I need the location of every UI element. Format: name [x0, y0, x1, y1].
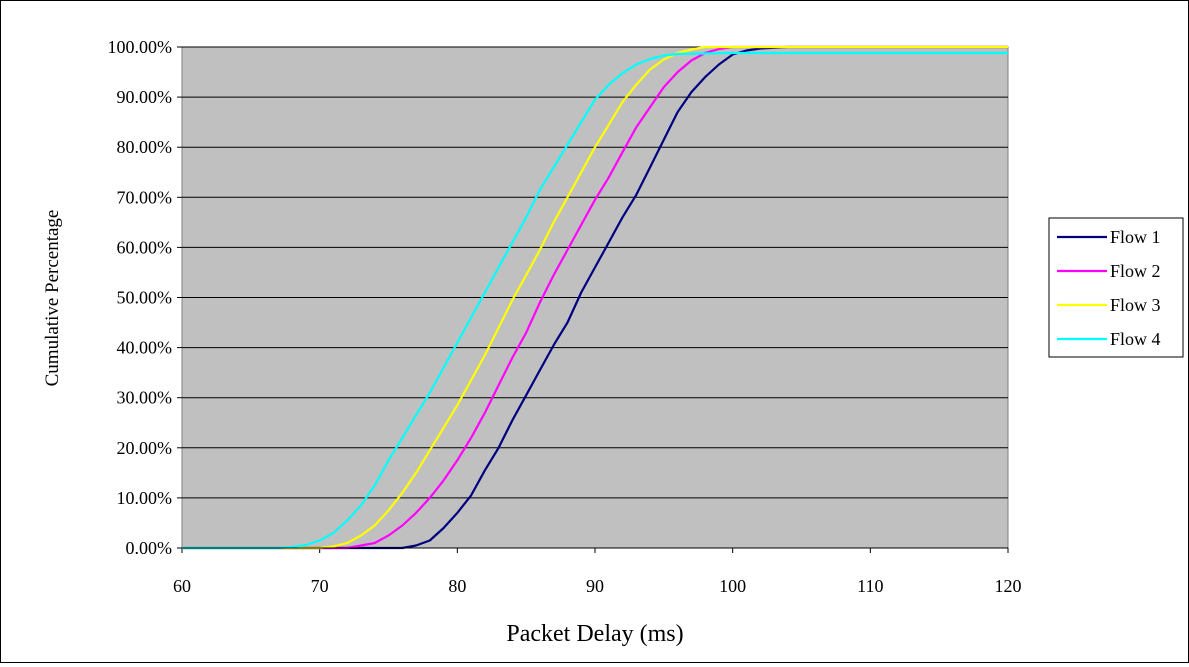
gridlines [182, 46, 1008, 499]
y-tick-label: 20.00% [117, 438, 173, 458]
y-axis-tick-labels: 0.00% 10.00% 20.00% 30.00% 40.00% 50.00% 60.00… [108, 37, 182, 558]
x-axis-tick-labels: 60 70 80 90 100 110 120 [173, 548, 1022, 596]
y-tick-label: 10.00% [117, 488, 173, 508]
series-lines [182, 45, 1008, 550]
y-tick-label: 50.00% [117, 288, 173, 308]
x-tick-label: 110 [857, 576, 883, 596]
y-tick-label: 80.00% [117, 137, 173, 157]
x-tick-label: 120 [995, 576, 1022, 596]
y-tick-label: 0.00% [126, 538, 173, 558]
series-line-flow-1 [182, 45, 1008, 550]
x-tick-label: 60 [173, 576, 191, 596]
y-tick-label: 60.00% [117, 237, 173, 257]
legend-label-flow-3: Flow 3 [1110, 295, 1161, 315]
y-tick-label: 100.00% [108, 37, 173, 57]
y-tick-label: 70.00% [117, 187, 173, 207]
legend-label-flow-1: Flow 1 [1110, 227, 1161, 247]
legend-label-flow-4: Flow 4 [1110, 329, 1161, 349]
legend-label-flow-2: Flow 2 [1110, 261, 1161, 281]
legend-box [1048, 217, 1184, 358]
legend: Flow 1 Flow 2 Flow 3 Flow 4 [1048, 217, 1184, 358]
y-tick-label: 90.00% [117, 87, 173, 107]
y-tick-label: 40.00% [117, 338, 173, 358]
x-tick-label: 70 [311, 576, 329, 596]
series-line-flow-3 [182, 45, 1008, 550]
x-tick-label: 100 [719, 576, 746, 596]
series-line-flow-2 [182, 45, 1008, 550]
y-tick-label: 30.00% [117, 388, 173, 408]
x-tick-label: 80 [448, 576, 466, 596]
series-line-flow-4 [182, 51, 1008, 550]
x-tick-label: 90 [586, 576, 604, 596]
y-axis-label: Cumulative Percentage [42, 210, 63, 387]
x-axis-label: Packet Delay (ms) [506, 621, 683, 647]
